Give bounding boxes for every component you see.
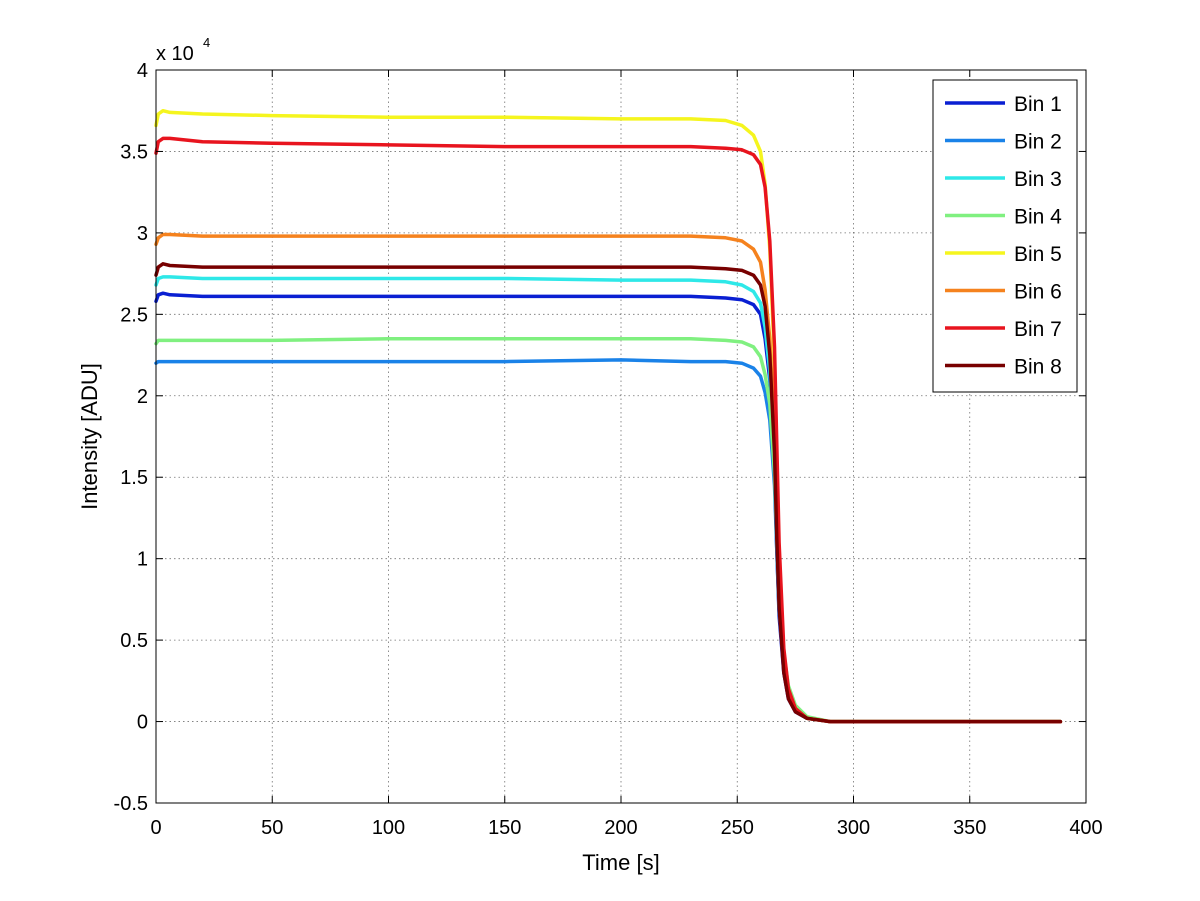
- legend-label: Bin 8: [1014, 356, 1062, 379]
- axis-ticks: 0 50 100 150 200 250 300 350 400-0.500.511.522.5…: [114, 60, 1103, 839]
- x-tick-label: 250: [721, 817, 754, 839]
- legend-label: Bin 1: [1014, 93, 1062, 116]
- x-tick-label: 150: [488, 817, 521, 839]
- legend-box: [932, 79, 1078, 393]
- y-tick-label: 1: [137, 549, 148, 571]
- x-tick-label: 100: [372, 817, 405, 839]
- x-tick-label: 400: [1069, 817, 1102, 839]
- legend-label: Bin 2: [1014, 131, 1062, 154]
- x-tick-label: 200: [604, 817, 637, 839]
- legend-label: Bin 6: [1014, 281, 1062, 304]
- y-axis-label: Intensity [ADU]: [77, 363, 102, 510]
- y-tick-label: 3: [137, 223, 148, 245]
- x-axis-label: Time [s]: [582, 850, 659, 875]
- x-tick-label: 0: [150, 817, 161, 839]
- x-tick-label: 50: [261, 817, 283, 839]
- legend-label: Bin 3: [1014, 168, 1062, 191]
- y-tick-label: -0.5: [114, 793, 148, 815]
- legend-label: Bin 7: [1014, 318, 1062, 341]
- y-tick-label: 2: [137, 386, 148, 408]
- y-tick-label: 2.5: [120, 304, 148, 326]
- y-tick-label: 0: [137, 712, 148, 734]
- y-tick-label: 4: [137, 60, 148, 82]
- series-line-bin-8: [154, 262, 1063, 724]
- y-exponent: x 10: [156, 43, 194, 65]
- y-exponent-power: 4: [203, 35, 210, 50]
- y-tick-label: 3.5: [120, 141, 148, 163]
- legend-label: Bin 4: [1014, 206, 1062, 229]
- legend: Bin 1 Bin 2 Bin 3 Bin 4 Bin 5 Bin 6 Bin 7 Bin 8: [932, 79, 1078, 393]
- series-layer: [154, 108, 1063, 724]
- legend-label: Bin 5: [1014, 243, 1062, 266]
- y-tick-label: 1.5: [120, 467, 148, 489]
- x-tick-label: 350: [953, 817, 986, 839]
- y-tick-label: 0.5: [120, 630, 148, 652]
- x-tick-label: 300: [837, 817, 870, 839]
